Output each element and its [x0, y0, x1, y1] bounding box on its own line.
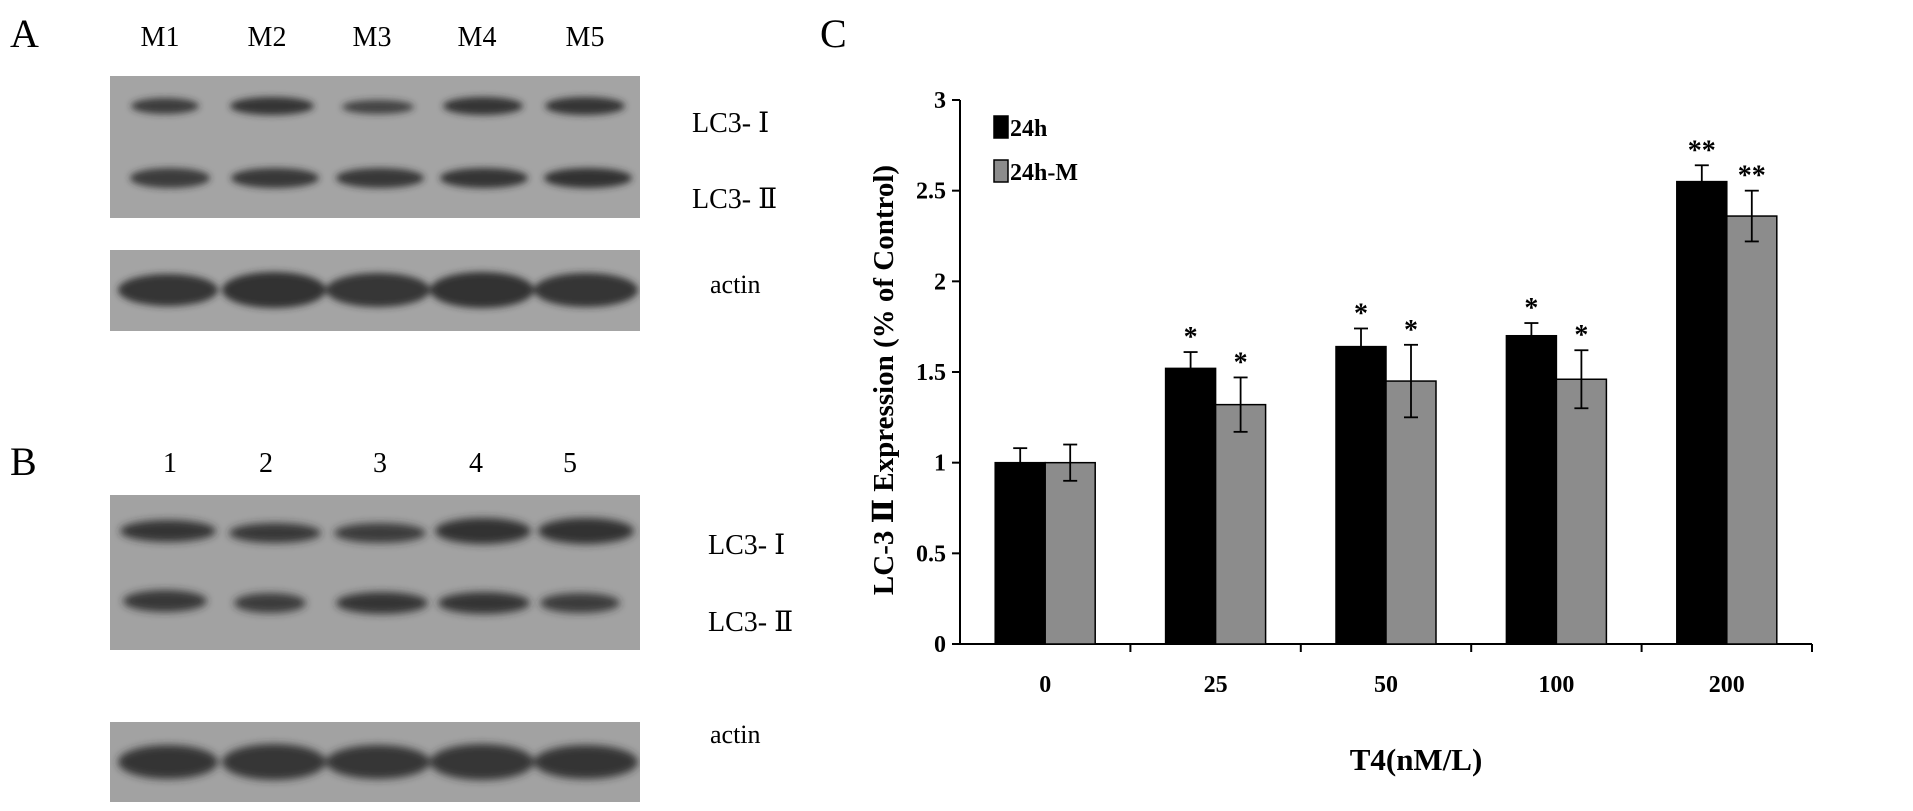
blot-band [538, 518, 634, 544]
blot-band [231, 168, 319, 188]
blot-band [540, 593, 620, 613]
x-tick-label: 200 [1709, 672, 1745, 698]
x-tick-label: 25 [1204, 672, 1228, 698]
blot-band [334, 523, 426, 543]
bar [1676, 180, 1728, 645]
blot-band [342, 100, 414, 114]
band-label-lc3-1: LC3- Ⅰ [692, 108, 770, 139]
bar [1335, 345, 1387, 645]
blot-band [130, 168, 210, 188]
blot-band [222, 744, 326, 780]
bar [1505, 334, 1558, 645]
significance-marker: * [1574, 320, 1588, 351]
lane-label: M2 [247, 22, 287, 53]
y-tick-label: 2 [934, 269, 946, 295]
x-tick-label: 100 [1538, 672, 1574, 698]
y-tick-label: 1 [934, 451, 946, 477]
blot-band [123, 590, 207, 612]
bar [1385, 380, 1437, 645]
y-tick-label: 0 [934, 632, 946, 658]
bar [1555, 378, 1608, 645]
blot-band [438, 592, 530, 614]
band-label-actin: actin [710, 720, 761, 749]
significance-marker: * [1184, 322, 1198, 353]
bar [994, 461, 1046, 645]
blot-band [131, 98, 199, 114]
legend-label: 24h-M [1010, 160, 1078, 186]
blot-band [118, 274, 218, 306]
lane-label: 2 [259, 448, 273, 479]
lane-label: M1 [140, 22, 180, 53]
significance-marker: * [1524, 293, 1538, 324]
lane-label: M3 [352, 22, 392, 53]
legend-label: 24h [1010, 116, 1047, 142]
bar [1214, 403, 1267, 645]
western-blot-a-lc3 [110, 76, 640, 218]
panel-c-letter: C [820, 11, 847, 56]
y-tick-label: 0.5 [916, 541, 946, 567]
band-label-actin: actin [710, 270, 761, 299]
blot-band [534, 745, 638, 779]
bar [1044, 461, 1096, 645]
lane-label: 4 [469, 448, 483, 479]
band-label-lc3-2: LC3- Ⅱ [692, 184, 778, 215]
western-blot-b-actin [110, 722, 640, 802]
bar-chart: 00.511.522.530 25**50**100**200****24h24h… [868, 88, 1813, 777]
blot-band [430, 272, 534, 308]
blot-band [120, 520, 216, 542]
band-label-lc3-1: LC3- Ⅰ [708, 530, 786, 561]
x-axis-label: T4(nM/L) [1350, 742, 1483, 777]
lane-label: 3 [373, 448, 387, 479]
x-tick-label: 0 [1039, 672, 1051, 698]
blot-band [435, 518, 531, 544]
blot-band [534, 273, 638, 307]
significance-marker: * [1234, 347, 1248, 378]
y-tick-label: 2.5 [916, 179, 946, 205]
legend-swatch [993, 115, 1009, 139]
blot-band [336, 592, 428, 614]
significance-marker: ** [1738, 161, 1766, 192]
western-blot-b-lc3 [110, 495, 640, 650]
blot-band [545, 97, 625, 115]
significance-marker: * [1354, 298, 1368, 329]
blot-band [326, 745, 430, 779]
blot-band [544, 168, 632, 188]
lane-label: 5 [563, 448, 577, 479]
blot-band [430, 744, 534, 780]
blot-band [229, 523, 321, 543]
legend-swatch [993, 159, 1009, 183]
blot-band [230, 97, 314, 115]
panel-b-letter: B [10, 439, 37, 484]
blot-band [326, 273, 430, 307]
y-tick-label: 3 [934, 88, 946, 114]
y-axis-label: LC-3 Ⅱ Expression (% of Control) [868, 165, 900, 595]
western-blot-a-actin [110, 250, 640, 331]
lane-label: 1 [163, 448, 177, 479]
blot-band [440, 168, 528, 188]
y-tick-label: 1.5 [916, 360, 946, 386]
x-tick-label: 50 [1374, 672, 1398, 698]
significance-marker: * [1404, 315, 1418, 346]
panel-a-letter: A [10, 11, 39, 56]
blot-band [336, 168, 424, 188]
blot-band [443, 97, 523, 115]
lane-label: M5 [565, 22, 605, 53]
bar [1164, 367, 1217, 645]
blot-band [222, 272, 326, 308]
band-label-lc3-2: LC3- Ⅱ [708, 607, 794, 638]
bar [1726, 215, 1778, 645]
blot-band [234, 593, 306, 613]
significance-marker: ** [1688, 135, 1716, 166]
blot-band [118, 745, 218, 779]
lane-label: M4 [457, 22, 497, 53]
